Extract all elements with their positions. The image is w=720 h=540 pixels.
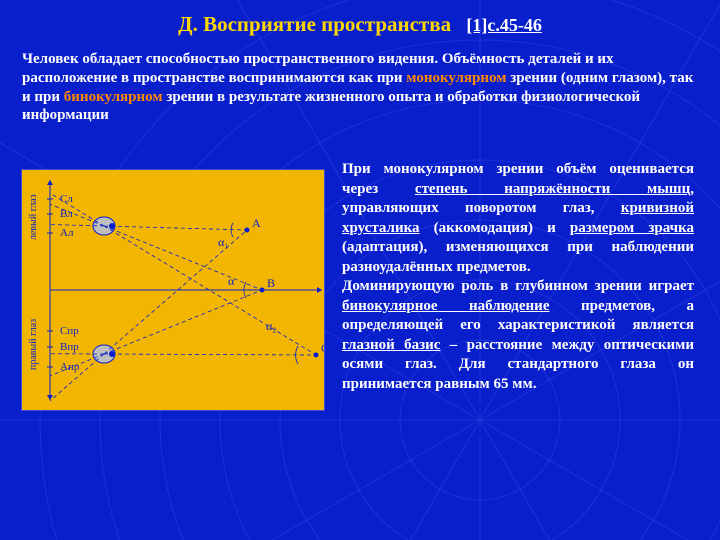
b-u1: степень напряжённости мышц bbox=[415, 181, 690, 197]
svg-text:правый глаз: правый глаз bbox=[28, 319, 39, 370]
slide-root: Д. Восприятие пространства [1]c.45-46 Че… bbox=[0, 0, 720, 540]
slide-title-ref: [1]c.45-46 bbox=[466, 15, 541, 35]
svg-text:Cпр: Cпр bbox=[60, 325, 79, 337]
b-u5: глазной базис bbox=[342, 337, 440, 353]
svg-text:C: C bbox=[321, 341, 324, 355]
svg-text:B: B bbox=[267, 276, 275, 290]
svg-text:Bл: Bл bbox=[60, 208, 73, 220]
svg-text:A: A bbox=[252, 216, 261, 230]
slide-title-row: Д. Восприятие пространства [1]c.45-46 bbox=[0, 12, 720, 37]
svg-text:Bпр: Bпр bbox=[60, 341, 79, 353]
b-b1: Доминирующую роль в глубинном зрении игр… bbox=[342, 278, 694, 294]
body-paragraph: При монокулярном зрении объём оцениваетс… bbox=[342, 160, 694, 394]
b-a4: (адаптация), изменяющихся при наблюдении… bbox=[342, 239, 694, 275]
svg-text:Aл: Aл bbox=[60, 227, 74, 239]
diagram-svg: левый глаз правый глаз A B C Cл Bл Aл Cпр Bпр Aпр α… bbox=[22, 170, 324, 410]
svg-text:Aпр: Aпр bbox=[60, 361, 80, 373]
intro-paragraph: Человек обладает способностью пространст… bbox=[22, 50, 698, 125]
intro-bino: бинокулярном bbox=[64, 89, 163, 105]
svg-text:α: α bbox=[228, 274, 235, 288]
b-a3: (аккомодация) и bbox=[420, 220, 570, 236]
svg-text:α₁: α₁ bbox=[218, 235, 228, 249]
b-u3: размером зрачка bbox=[570, 220, 694, 236]
intro-mono: монокулярном bbox=[406, 70, 506, 86]
binocular-diagram: левый глаз правый глаз A B C Cл Bл Aл Cпр Bпр Aпр α… bbox=[22, 170, 324, 410]
svg-text:Cл: Cл bbox=[60, 193, 73, 205]
svg-text:левый глаз: левый глаз bbox=[28, 194, 39, 240]
svg-text:α₂: α₂ bbox=[266, 319, 276, 333]
slide-title: Д. Восприятие пространства bbox=[178, 12, 451, 36]
b-u4: бинокулярное наблюдение bbox=[342, 298, 549, 314]
